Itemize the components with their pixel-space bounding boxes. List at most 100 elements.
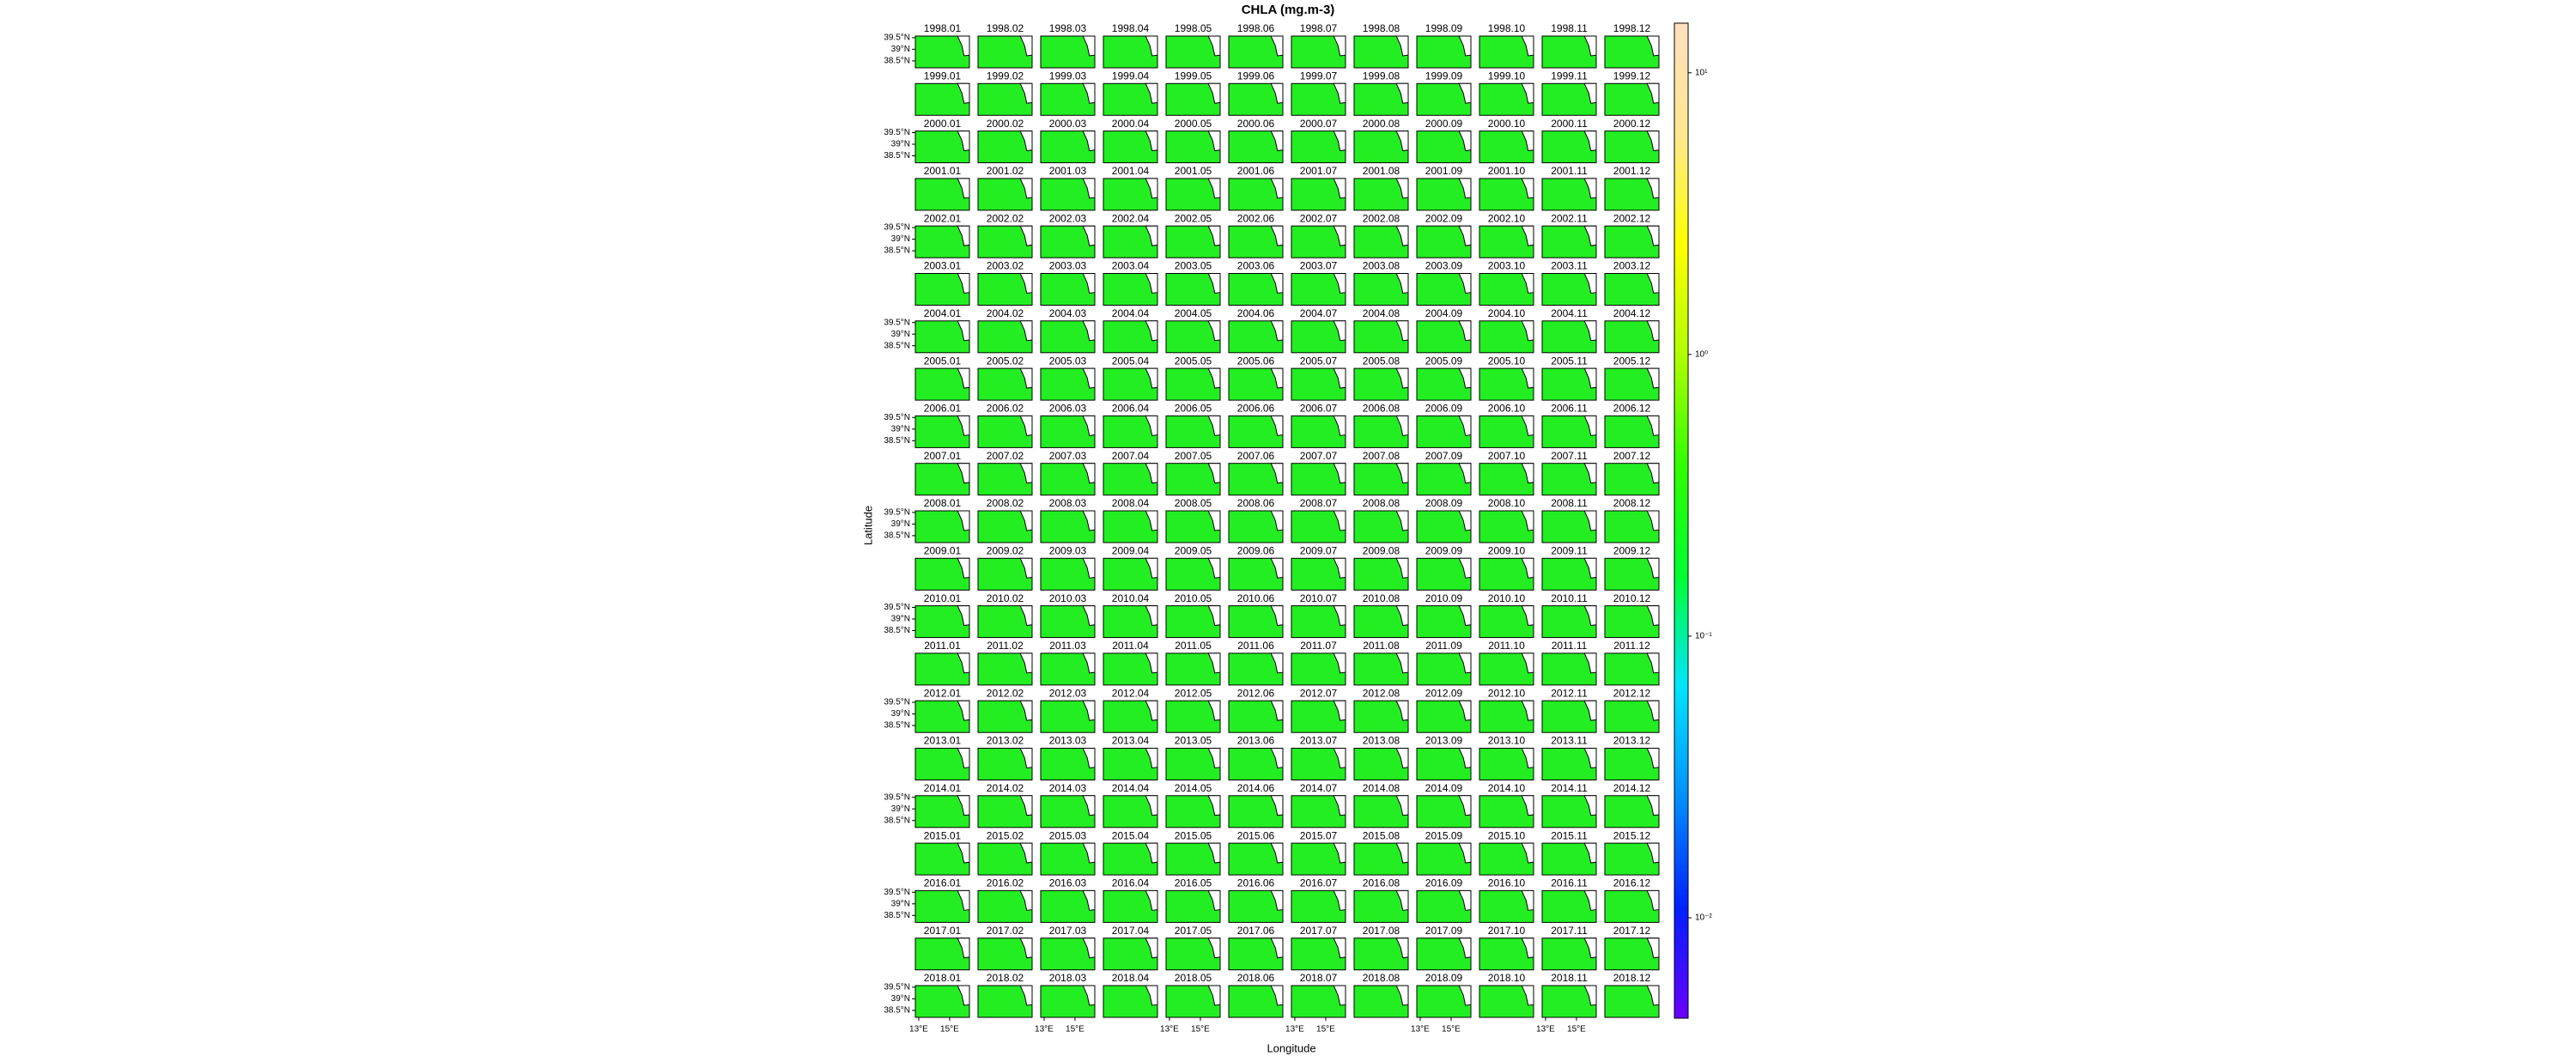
land [1521, 35, 1534, 57]
panel-label: 2018.05 [1175, 972, 1212, 984]
panel-label: 2013.09 [1425, 735, 1463, 747]
land [1395, 605, 1409, 627]
panel-label: 2016.12 [1613, 877, 1651, 889]
panel-label: 2012.08 [1363, 687, 1400, 699]
panel-label: 2011.11 [1552, 640, 1588, 652]
land [1207, 178, 1221, 199]
land [1270, 557, 1284, 579]
land [1583, 35, 1597, 57]
land [1458, 557, 1472, 579]
land [957, 225, 970, 246]
panel-label: 2005.03 [1049, 355, 1087, 367]
land [1145, 985, 1158, 1006]
panel-label: 1998.08 [1363, 22, 1400, 34]
map-panel [1353, 35, 1409, 69]
panel-label: 1999.08 [1363, 70, 1400, 82]
panel-label: 2000.08 [1363, 118, 1400, 130]
land [1270, 985, 1284, 1006]
land [1521, 178, 1534, 199]
map-panel [1103, 652, 1158, 686]
panel-label: 2015.08 [1363, 829, 1400, 841]
x-tick-label: 15°E [1567, 1025, 1586, 1035]
panel-label: 2013.06 [1237, 735, 1275, 747]
colorbar-tick-label: 10⁰ [1695, 349, 1708, 359]
panel-label: 2008.11 [1551, 497, 1588, 509]
map-panel [1165, 415, 1221, 448]
panel-label: 2014.05 [1175, 782, 1212, 794]
land [1145, 367, 1158, 389]
land [1145, 35, 1158, 57]
panel-label: 2012.12 [1613, 687, 1651, 699]
y-tick-label: 39.5°N [884, 508, 910, 518]
panel-label: 2001.02 [987, 165, 1024, 177]
land [1145, 842, 1158, 864]
y-tick-label: 38.5°N [884, 531, 910, 541]
panel-label: 2017.08 [1363, 925, 1400, 937]
land [1521, 557, 1534, 579]
land [957, 35, 970, 57]
land [1082, 35, 1096, 57]
panel-label: 2018.08 [1363, 972, 1400, 984]
land [1207, 35, 1221, 57]
panel-label: 2006.02 [987, 403, 1024, 415]
panel-label: 2009.03 [1049, 544, 1087, 556]
panel-label: 2015.11 [1551, 829, 1588, 841]
panel-label: 2006.11 [1551, 403, 1588, 415]
panel-label: 2014.08 [1363, 782, 1400, 794]
land [1019, 652, 1033, 674]
panel-label: 2007.05 [1175, 450, 1212, 462]
land [1270, 320, 1284, 342]
panel-label: 2013.05 [1175, 735, 1212, 747]
panel-label: 2018.06 [1237, 972, 1275, 984]
land [957, 985, 970, 1006]
panel-label: 2000.01 [924, 118, 962, 130]
panel-label: 2017.10 [1488, 925, 1526, 937]
land [1270, 225, 1284, 246]
land [957, 557, 970, 579]
panel-label: 2002.08 [1363, 212, 1400, 224]
land [1145, 605, 1158, 627]
panel-label: 2017.06 [1237, 925, 1275, 937]
y-tick-label: 39°N [891, 899, 910, 908]
panel-label: 2018.11 [1551, 972, 1588, 984]
land [1583, 652, 1597, 674]
panel-label: 2012.04 [1112, 687, 1150, 699]
land [1333, 415, 1346, 436]
y-tick-label: 39.5°N [884, 413, 910, 422]
panel-label: 2004.06 [1237, 307, 1275, 319]
land [1458, 985, 1472, 1006]
panel-label: 2009.05 [1175, 544, 1212, 556]
panel-label: 2000.03 [1049, 118, 1087, 130]
y-tick-label: 39.5°N [884, 698, 910, 707]
land [1583, 130, 1597, 152]
panel-label: 2014.12 [1613, 782, 1651, 794]
panel-label: 2012.06 [1237, 687, 1275, 699]
panel-label: 2003.06 [1237, 260, 1275, 272]
land [957, 889, 970, 911]
land [1082, 605, 1096, 627]
land [1082, 225, 1096, 246]
panel-label: 2015.02 [987, 829, 1024, 841]
land [1082, 795, 1096, 816]
panel-label: 2013.12 [1613, 735, 1651, 747]
panel-label: 2015.09 [1425, 829, 1463, 841]
panel-label: 2005.10 [1488, 355, 1526, 367]
x-tick-label: 13°E [1536, 1025, 1555, 1035]
land [1207, 130, 1221, 152]
land [1207, 985, 1221, 1006]
panel-label: 1999.04 [1112, 70, 1150, 82]
panel-label: 1998.03 [1049, 22, 1087, 34]
map-panel [1479, 225, 1534, 258]
land [1458, 82, 1472, 104]
y-tick-label: 39.5°N [884, 128, 910, 137]
x-tick-label: 15°E [1316, 1025, 1335, 1035]
y-tick-label: 39°N [891, 234, 910, 244]
land [1583, 605, 1597, 627]
y-tick-label: 39°N [891, 140, 910, 149]
land [1458, 320, 1472, 342]
land [1207, 463, 1221, 484]
land [1145, 652, 1158, 674]
land [1333, 748, 1346, 768]
panel-label: 1998.10 [1488, 22, 1526, 34]
